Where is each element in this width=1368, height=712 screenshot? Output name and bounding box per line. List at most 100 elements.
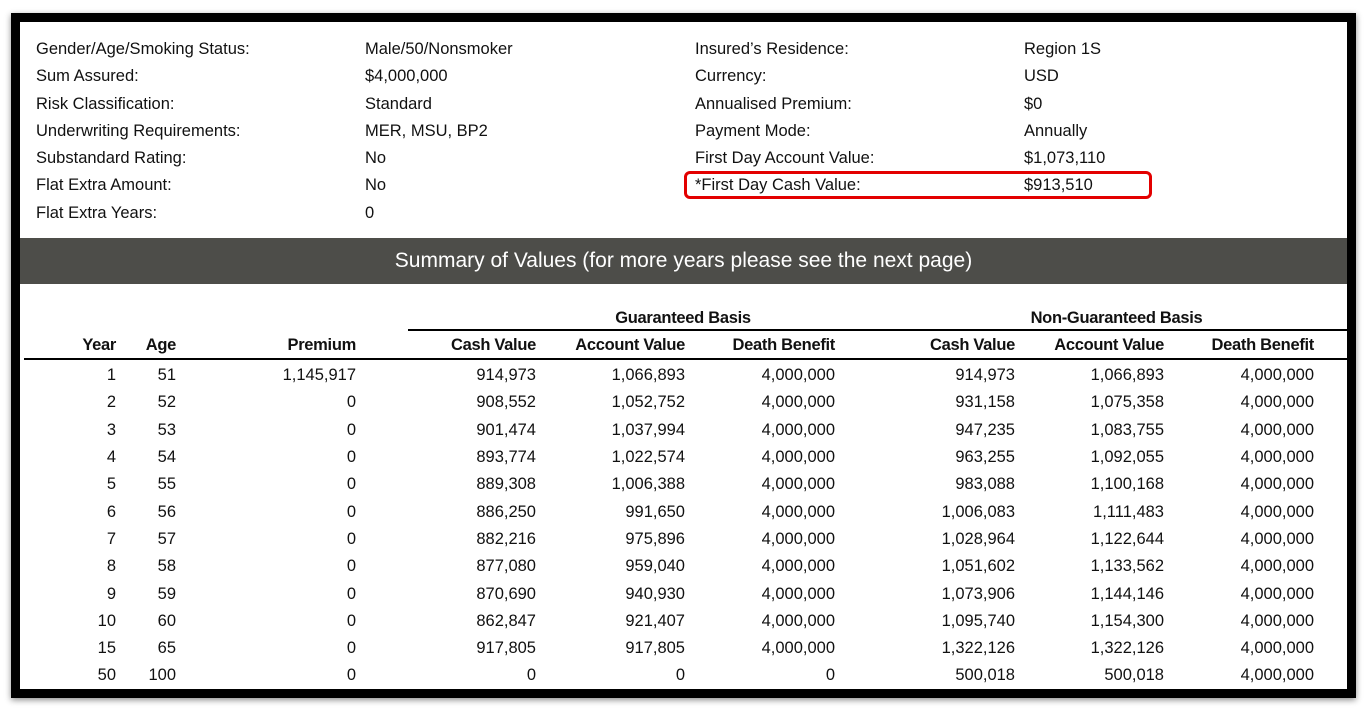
table-row: 8 58 0 877,080 959,040 4,000,000 1,051,602 1,13…	[20, 553, 1314, 580]
cell-year: 4	[106, 448, 116, 467]
cell-age: 58	[157, 557, 176, 576]
cell-guaranteed-cash-value: 870,690	[476, 584, 536, 603]
info-label: Risk Classification:	[36, 94, 175, 113]
cell-guaranteed-death-benefit: 4,000,000	[761, 584, 835, 603]
cell-nonguaranteed-cash-value: 947,235	[955, 420, 1015, 439]
table-row: 7 57 0 882,216 975,896 4,000,000 1,028,964 1,12…	[20, 526, 1314, 553]
cell-age: 52	[157, 393, 176, 412]
table-row: 10 60 0 862,847 921,407 4,000,000 1,095,740 1,1…	[20, 608, 1314, 635]
cell-premium: 0	[346, 529, 356, 548]
cell-nonguaranteed-cash-value: 1,095,740	[941, 611, 1015, 630]
cell-age: 54	[157, 448, 176, 467]
cell-guaranteed-cash-value: 889,308	[476, 475, 536, 494]
cell-nonguaranteed-cash-value: 1,006,083	[941, 502, 1015, 521]
cell-nonguaranteed-death-benefit: 4,000,000	[1240, 639, 1314, 658]
cell-nonguaranteed-death-benefit: 4,000,000	[1240, 584, 1314, 603]
cell-nonguaranteed-account-value: 500,018	[1104, 666, 1164, 685]
cell-guaranteed-account-value: 1,006,388	[611, 475, 685, 494]
cell-nonguaranteed-cash-value: 983,088	[955, 475, 1015, 494]
cell-year: 50	[97, 666, 116, 685]
cell-guaranteed-cash-value: 914,973	[476, 366, 536, 385]
cell-nonguaranteed-account-value: 1,133,562	[1090, 557, 1164, 576]
non-guaranteed-basis-rule	[886, 329, 1347, 331]
cell-guaranteed-account-value: 940,930	[625, 584, 685, 603]
cell-guaranteed-account-value: 1,052,752	[611, 393, 685, 412]
cell-year: 1	[106, 366, 116, 385]
cell-nonguaranteed-account-value: 1,144,146	[1090, 584, 1164, 603]
cell-premium: 0	[346, 448, 356, 467]
cell-nonguaranteed-cash-value: 931,158	[955, 393, 1015, 412]
info-label: Flat Extra Years:	[36, 203, 158, 222]
cell-year: 6	[106, 502, 116, 521]
cell-guaranteed-cash-value: 908,552	[476, 393, 536, 412]
cell-premium: 0	[346, 666, 356, 685]
table-row: 2 52 0 908,552 1,052,752 4,000,000 931,158 1,07…	[20, 389, 1314, 416]
cell-nonguaranteed-account-value: 1,075,358	[1090, 393, 1164, 412]
table-row: 15 65 0 917,805 917,805 4,000,000 1,322,126 1,3…	[20, 635, 1314, 662]
cell-nonguaranteed-death-benefit: 4,000,000	[1240, 475, 1314, 494]
table-row: 9 59 0 870,690 940,930 4,000,000 1,073,906 1,14…	[20, 580, 1314, 607]
info-label: First Day Account Value:	[695, 149, 875, 168]
cell-guaranteed-death-benefit: 4,000,000	[761, 529, 835, 548]
cell-nonguaranteed-cash-value: 963,255	[955, 448, 1015, 467]
cell-nonguaranteed-cash-value: 1,051,602	[941, 557, 1015, 576]
cell-guaranteed-account-value: 959,040	[625, 557, 685, 576]
cell-premium: 0	[346, 557, 356, 576]
cell-year: 8	[106, 557, 116, 576]
cell-nonguaranteed-death-benefit: 4,000,000	[1240, 502, 1314, 521]
cell-nonguaranteed-account-value: 1,083,755	[1090, 420, 1164, 439]
cell-guaranteed-death-benefit: 4,000,000	[761, 475, 835, 494]
cell-year: 5	[106, 475, 116, 494]
cell-age: 55	[157, 475, 176, 494]
cell-guaranteed-account-value: 917,805	[625, 639, 685, 658]
cell-guaranteed-cash-value: 877,080	[476, 557, 536, 576]
column-header-age: Age	[145, 336, 177, 354]
cell-age: 57	[157, 529, 176, 548]
column-header-guaranteed-death-benefit: Death Benefit	[732, 336, 836, 354]
cell-premium: 0	[346, 639, 356, 658]
cell-guaranteed-account-value: 1,066,893	[611, 366, 685, 385]
cell-guaranteed-death-benefit: 4,000,000	[761, 448, 835, 467]
column-header-nonguaranteed-account-value: Account Value	[1054, 336, 1164, 354]
info-value: $0	[1024, 94, 1043, 113]
cell-nonguaranteed-death-benefit: 4,000,000	[1240, 557, 1314, 576]
table-row: 3 53 0 901,474 1,037,994 4,000,000 947,235 1,08…	[20, 417, 1314, 444]
info-label: Currency:	[695, 67, 767, 86]
cell-premium: 0	[346, 584, 356, 603]
cell-age: 51	[157, 366, 176, 385]
cell-guaranteed-death-benefit: 4,000,000	[761, 366, 835, 385]
cell-guaranteed-cash-value: 862,847	[476, 611, 536, 630]
cell-year: 15	[97, 639, 116, 658]
cell-guaranteed-cash-value: 0	[526, 666, 536, 685]
cell-guaranteed-account-value: 975,896	[625, 529, 685, 548]
column-header-year: Year	[82, 336, 116, 354]
info-value: No	[365, 149, 387, 168]
cell-nonguaranteed-cash-value: 1,322,126	[941, 639, 1015, 658]
cell-nonguaranteed-death-benefit: 4,000,000	[1240, 611, 1314, 630]
cell-age: 56	[157, 502, 176, 521]
info-left-labels: Gender/Age/Smoking Status: Sum Assured: …	[36, 36, 250, 227]
cell-guaranteed-account-value: 921,407	[625, 611, 685, 630]
info-label: *First Day Cash Value:	[695, 176, 861, 195]
header-rule	[24, 358, 1347, 360]
cell-guaranteed-death-benefit: 0	[825, 666, 835, 685]
column-header-guaranteed-account-value: Account Value	[575, 336, 685, 354]
cell-age: 59	[157, 584, 176, 603]
cell-guaranteed-death-benefit: 4,000,000	[761, 420, 835, 439]
cell-age: 65	[157, 639, 176, 658]
cell-guaranteed-cash-value: 917,805	[476, 639, 536, 658]
table-row: 5 55 0 889,308 1,006,388 4,000,000 983,088 1,10…	[20, 471, 1314, 498]
cell-nonguaranteed-death-benefit: 4,000,000	[1240, 393, 1314, 412]
info-label: Substandard Rating:	[36, 149, 187, 168]
info-label: Flat Extra Amount:	[36, 176, 172, 195]
cell-premium: 0	[346, 611, 356, 630]
info-value: Annually	[1024, 121, 1088, 140]
info-value: $1,073,110	[1024, 149, 1106, 168]
cell-nonguaranteed-account-value: 1,092,055	[1090, 448, 1164, 467]
cell-premium: 0	[346, 393, 356, 412]
cell-premium: 0	[346, 475, 356, 494]
cell-guaranteed-cash-value: 882,216	[476, 529, 536, 548]
cell-nonguaranteed-death-benefit: 4,000,000	[1240, 666, 1314, 685]
cell-guaranteed-account-value: 1,022,574	[611, 448, 685, 467]
column-header-premium: Premium	[287, 336, 356, 354]
